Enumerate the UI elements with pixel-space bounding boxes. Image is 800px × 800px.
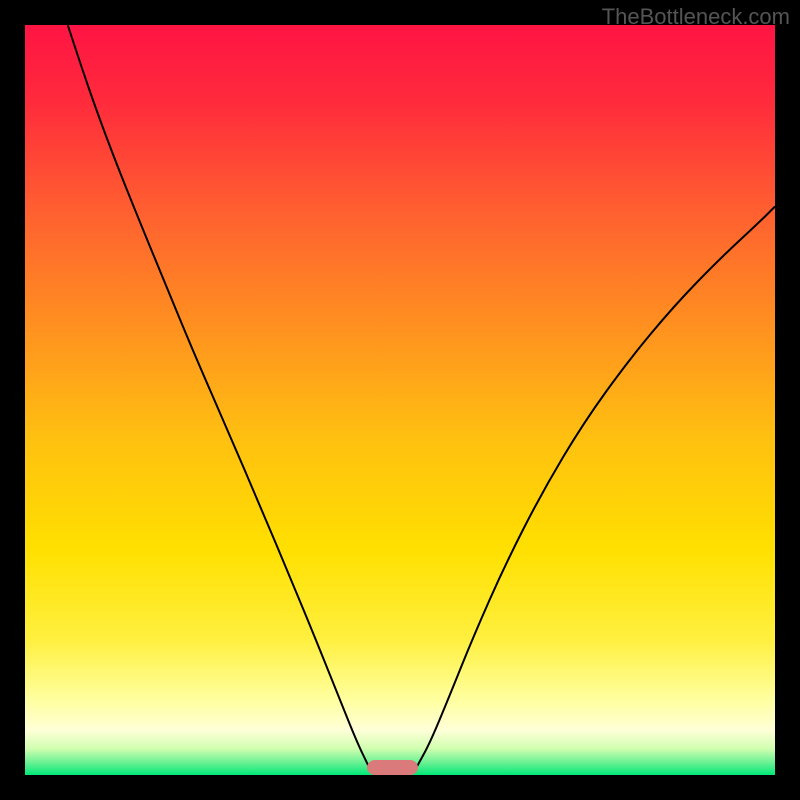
bottleneck-chart (0, 0, 800, 800)
chart-container: { "watermark": { "text": "TheBottleneck.… (0, 0, 800, 800)
watermark-text: TheBottleneck.com (602, 4, 790, 30)
chart-background (25, 25, 775, 775)
optimal-range-marker (367, 760, 418, 775)
